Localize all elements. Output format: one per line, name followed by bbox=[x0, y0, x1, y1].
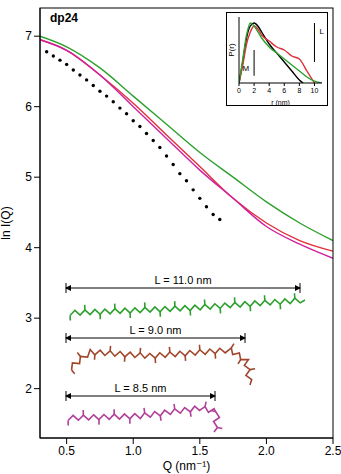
svg-text:Q (nm⁻¹): Q (nm⁻¹) bbox=[163, 459, 211, 473]
svg-text:2.0: 2.0 bbox=[258, 444, 275, 458]
svg-text:5: 5 bbox=[25, 170, 32, 184]
svg-text:7: 7 bbox=[25, 29, 32, 43]
svg-text:2: 2 bbox=[252, 87, 256, 94]
svg-text:1.0: 1.0 bbox=[125, 444, 142, 458]
svg-text:L: L bbox=[319, 27, 324, 36]
svg-text:2: 2 bbox=[25, 382, 32, 396]
svg-text:3: 3 bbox=[25, 311, 32, 325]
svg-text:L = 8.5 nm: L = 8.5 nm bbox=[115, 382, 167, 394]
svg-text:M: M bbox=[242, 64, 249, 73]
svg-text:dp24: dp24 bbox=[50, 11, 78, 25]
svg-text:0.5: 0.5 bbox=[58, 444, 75, 458]
svg-text:4: 4 bbox=[267, 87, 271, 94]
svg-text:1.5: 1.5 bbox=[191, 444, 208, 458]
svg-text:8: 8 bbox=[297, 87, 301, 94]
svg-text:10: 10 bbox=[311, 87, 319, 94]
svg-text:L = 11.0 nm: L = 11.0 nm bbox=[154, 274, 211, 286]
svg-text:4: 4 bbox=[25, 241, 32, 255]
svg-text:ln I(Q): ln I(Q) bbox=[8, 206, 13, 239]
svg-text:r (nm): r (nm) bbox=[271, 99, 290, 105]
svg-text:2.5: 2.5 bbox=[325, 444, 333, 458]
svg-text:P(r): P(r) bbox=[227, 43, 236, 57]
svg-text:L = 9.0 nm: L = 9.0 nm bbox=[130, 324, 182, 336]
svg-text:0: 0 bbox=[237, 87, 241, 94]
svg-text:6: 6 bbox=[25, 100, 32, 114]
svg-text:6: 6 bbox=[282, 87, 286, 94]
